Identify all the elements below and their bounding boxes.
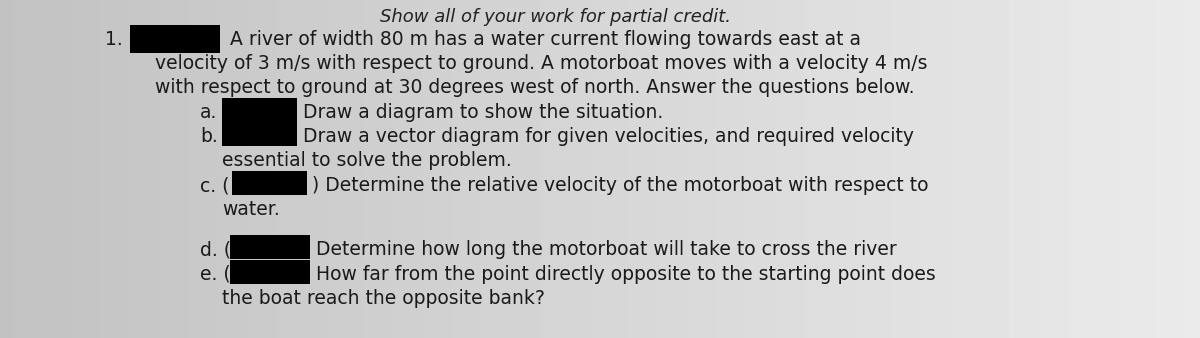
Text: b.: b. — [200, 127, 217, 146]
Text: water.: water. — [222, 200, 280, 219]
Text: a.: a. — [200, 103, 217, 122]
FancyBboxPatch shape — [230, 260, 310, 284]
FancyBboxPatch shape — [232, 171, 307, 195]
Text: essential to solve the problem.: essential to solve the problem. — [222, 151, 511, 170]
FancyBboxPatch shape — [222, 98, 298, 122]
Text: How far from the point directly opposite to the starting point does: How far from the point directly opposite… — [316, 265, 936, 284]
Text: velocity of 3 m/s with respect to ground. A motorboat moves with a velocity 4 m/: velocity of 3 m/s with respect to ground… — [155, 54, 928, 73]
Text: with respect to ground at 30 degrees west of north. Answer the questions below.: with respect to ground at 30 degrees wes… — [155, 78, 914, 97]
Text: Show all of your work for partial credit.: Show all of your work for partial credit… — [380, 8, 731, 26]
FancyBboxPatch shape — [222, 122, 298, 146]
Text: ) Determine the relative velocity of the motorboat with respect to: ) Determine the relative velocity of the… — [312, 176, 929, 195]
Text: 1.: 1. — [106, 30, 122, 49]
Text: A river of width 80 m has a water current flowing towards east at a: A river of width 80 m has a water curren… — [230, 30, 862, 49]
Text: d. (: d. ( — [200, 240, 232, 259]
Text: Draw a vector diagram for given velocities, and required velocity: Draw a vector diagram for given velociti… — [302, 127, 914, 146]
Text: Draw a diagram to show the situation.: Draw a diagram to show the situation. — [302, 103, 664, 122]
Text: c. (: c. ( — [200, 176, 229, 195]
Text: e. (: e. ( — [200, 265, 230, 284]
Text: Determine how long the motorboat will take to cross the river: Determine how long the motorboat will ta… — [316, 240, 896, 259]
FancyBboxPatch shape — [130, 25, 220, 53]
Text: the boat reach the opposite bank?: the boat reach the opposite bank? — [222, 289, 545, 308]
FancyBboxPatch shape — [230, 235, 310, 259]
